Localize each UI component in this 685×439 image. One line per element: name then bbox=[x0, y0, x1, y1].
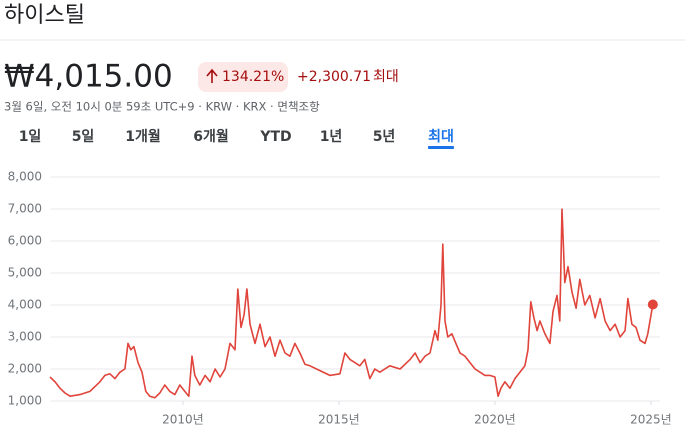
x-tick-label: 2020년 bbox=[474, 413, 516, 427]
range-tab[interactable]: YTD bbox=[259, 129, 291, 145]
y-tick-label: 7,000 bbox=[8, 202, 42, 216]
y-tick-label: 4,000 bbox=[8, 298, 42, 312]
range-tab[interactable]: 6개월 bbox=[193, 128, 229, 145]
change-absolute: +2,300.71 bbox=[297, 69, 371, 85]
last-point bbox=[647, 299, 658, 310]
price: ₩4,015.00 bbox=[4, 59, 173, 95]
x-tick-label: 2025년 bbox=[630, 413, 672, 427]
y-tick-label: 2,000 bbox=[8, 362, 42, 376]
range-tab[interactable]: 최대 bbox=[428, 129, 454, 145]
y-tick-label: 3,000 bbox=[8, 330, 42, 344]
x-tick-label: 2010년 bbox=[162, 413, 204, 427]
price-line bbox=[49, 208, 654, 399]
range-tab[interactable]: 5일 bbox=[72, 129, 95, 145]
range-tab[interactable]: 1년 bbox=[320, 129, 343, 145]
range-tab[interactable]: 5년 bbox=[373, 129, 396, 145]
quote-meta: 3월 6일, 오전 10시 0분 59초 UTC+9 · KRW · KRX ·… bbox=[4, 100, 320, 114]
range-tab[interactable]: 1개월 bbox=[125, 128, 161, 145]
change-period: 최대 bbox=[373, 69, 399, 85]
change-percent: 134.21% bbox=[222, 69, 284, 85]
change-badge bbox=[198, 62, 288, 92]
y-tick-label: 8,000 bbox=[8, 170, 42, 184]
y-tick-label: 1,000 bbox=[8, 394, 42, 408]
y-tick-label: 6,000 bbox=[8, 234, 42, 248]
tab-underline bbox=[428, 146, 454, 149]
range-tab[interactable]: 1일 bbox=[19, 129, 42, 145]
y-tick-label: 5,000 bbox=[8, 266, 42, 280]
x-tick-label: 2015년 bbox=[318, 413, 360, 427]
stock-title: 하이스틸 bbox=[4, 3, 85, 28]
arrow-up-icon bbox=[206, 68, 218, 83]
